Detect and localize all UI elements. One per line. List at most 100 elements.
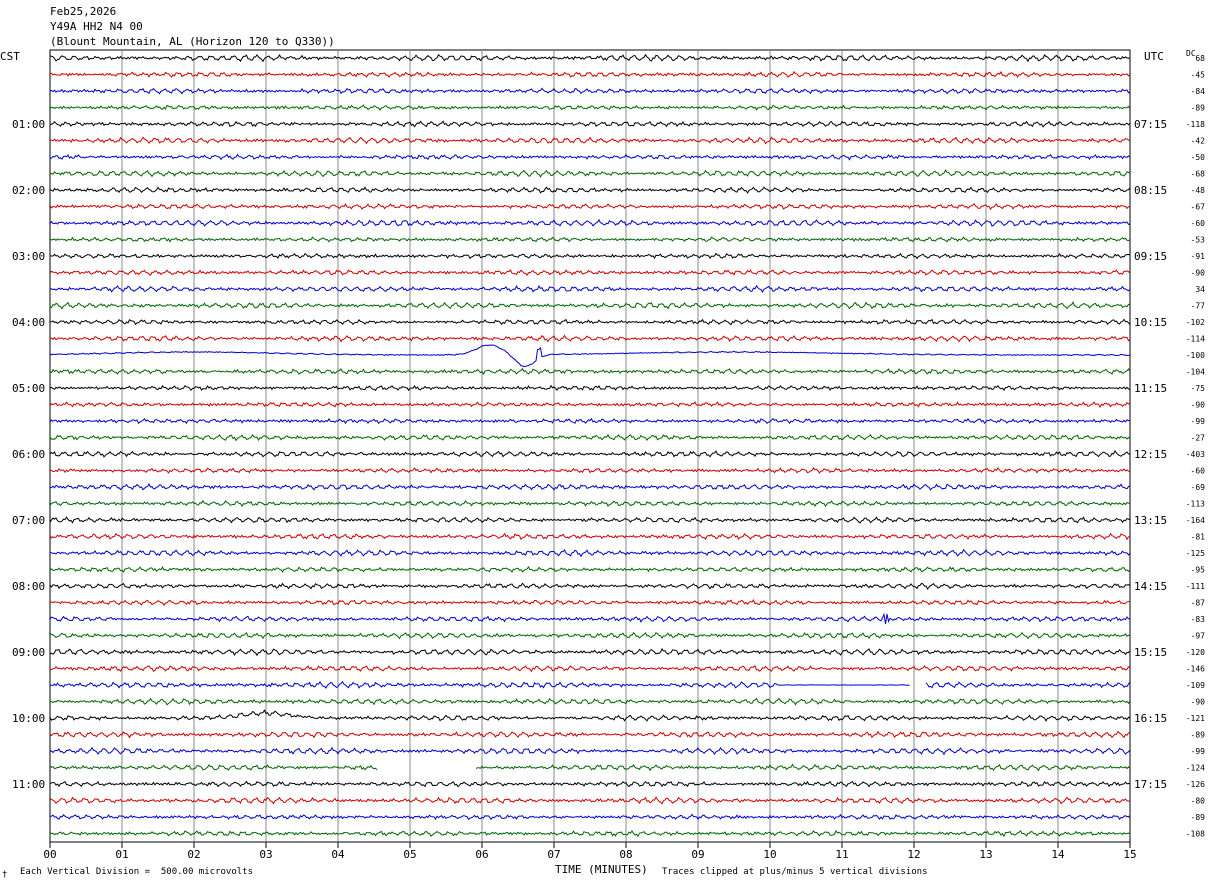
x-tick-label: 12 xyxy=(907,848,920,861)
dc-offset-label: -120 xyxy=(1186,648,1205,657)
trace-line xyxy=(49,202,1131,211)
trace-line xyxy=(49,697,1131,706)
dc-offset-label: -27 xyxy=(1191,434,1206,443)
footer-vertical-division: Each Vertical Division = 500.00 microvol… xyxy=(20,867,253,877)
header-date: Feb25,2026 xyxy=(50,5,117,18)
dc-offset-label: -126 xyxy=(1186,780,1205,789)
trace-line xyxy=(49,780,1131,788)
left-hour-label: 09:00 xyxy=(12,646,45,659)
dc-offset-label: -108 xyxy=(1186,830,1205,839)
x-tick-label: 00 xyxy=(43,848,56,861)
trace-line xyxy=(49,499,1131,508)
trace-line xyxy=(49,334,1131,343)
right-hour-label: 11:15 xyxy=(1134,382,1167,395)
trace-line xyxy=(49,104,1131,111)
right-hour-label: 17:15 xyxy=(1134,778,1167,791)
right-hour-label: 10:15 xyxy=(1134,316,1167,329)
trace-line xyxy=(49,284,1131,293)
dc-offset-label: -89 xyxy=(1191,731,1206,740)
left-hour-label: 11:00 xyxy=(12,778,45,791)
dc-offset-label: -113 xyxy=(1186,500,1205,509)
x-tick-label: 02 xyxy=(187,848,200,861)
trace-line xyxy=(49,764,378,771)
right-hour-label: 08:15 xyxy=(1134,184,1167,197)
trace-line xyxy=(49,70,1131,78)
trace-line xyxy=(49,565,1131,574)
right-hour-label: 13:15 xyxy=(1134,514,1167,527)
x-tick-label: 06 xyxy=(475,848,488,861)
dc-offset-label: -48 xyxy=(1191,186,1206,195)
dc-offset-label: -89 xyxy=(1191,104,1206,113)
trace-line xyxy=(49,665,1131,673)
trace-line xyxy=(49,401,1131,409)
trace-line xyxy=(49,87,1131,95)
trace-line xyxy=(49,466,1131,474)
x-tick-label: 08 xyxy=(619,848,632,861)
x-tick-label: 14 xyxy=(1051,848,1065,861)
trace-line xyxy=(49,301,1131,310)
trace-line xyxy=(49,53,1131,63)
trace-line xyxy=(49,169,1131,178)
trace-line xyxy=(49,483,1131,491)
dc-offset-label: -68 xyxy=(1191,170,1206,179)
x-tick-label: 11 xyxy=(835,848,848,861)
trace-layer xyxy=(49,53,1131,838)
trace-line xyxy=(49,612,1131,625)
dc-offset-label: -164 xyxy=(1186,516,1205,525)
trace-line xyxy=(49,344,1131,368)
dc-offset-label: -114 xyxy=(1186,335,1205,344)
x-tick-label: 13 xyxy=(979,848,992,861)
trace-line xyxy=(49,120,1131,128)
dc-offset-label: -125 xyxy=(1186,549,1205,558)
x-tick-label: 03 xyxy=(259,848,272,861)
plot-frame xyxy=(49,49,1131,843)
dc-offset-label: -84 xyxy=(1191,87,1206,96)
trace-line xyxy=(49,252,1131,260)
x-tick-label: 15 xyxy=(1123,848,1136,861)
dc-offset-label: -75 xyxy=(1191,384,1206,393)
trace-line xyxy=(50,136,1131,145)
dc-offset-label: -60 xyxy=(1191,467,1206,476)
trace-line xyxy=(49,218,1131,227)
x-tick-label: 07 xyxy=(547,848,560,861)
x-axis-label: TIME (MINUTES) xyxy=(555,863,648,876)
trace-line xyxy=(49,709,1131,722)
dc-offset-label: 34 xyxy=(1195,285,1205,294)
dc-offset-label: -100 xyxy=(1186,351,1205,360)
trace-line xyxy=(49,582,1131,590)
right-hour-label: 12:15 xyxy=(1134,448,1167,461)
trace-line xyxy=(49,813,1131,821)
dc-offset-label: -109 xyxy=(1186,681,1205,690)
trace-line xyxy=(49,318,1131,326)
dc-header-label: DC xyxy=(1186,49,1196,58)
left-hour-label: 10:00 xyxy=(12,712,45,725)
trace-line xyxy=(49,236,1131,243)
x-tick-label: 01 xyxy=(115,848,128,861)
dc-offset-label: -42 xyxy=(1191,137,1206,146)
dc-offset-label: -118 xyxy=(1186,120,1205,129)
dc-offset-label: -90 xyxy=(1191,698,1206,707)
dc-offset-label: -77 xyxy=(1191,302,1206,311)
dc-offset-label: -99 xyxy=(1191,417,1206,426)
x-tick-label: 05 xyxy=(403,848,416,861)
x-tick-label: 09 xyxy=(691,848,704,861)
label-layer: 00 01 02 03 04 05 06 07 08 09 10 11 12 13 14 15 68 -45 -84… xyxy=(0,49,1205,861)
trace-line xyxy=(49,516,1131,524)
dc-offset-label: -121 xyxy=(1186,714,1205,723)
x-tick-label: 04 xyxy=(331,848,345,861)
dc-offset-label: -104 xyxy=(1186,368,1205,377)
trace-line xyxy=(49,532,1131,541)
left-hour-label: 01:00 xyxy=(12,118,45,131)
trace-line xyxy=(49,153,1131,161)
dc-offset-label: -111 xyxy=(1186,582,1205,591)
dc-offset-label: 68 xyxy=(1195,54,1205,63)
right-hour-label: 07:15 xyxy=(1134,118,1167,131)
dc-offset-label: -67 xyxy=(1191,203,1206,212)
header-channel: Y49A HH2 N4 00 xyxy=(50,20,143,33)
trace-line xyxy=(49,186,1131,194)
left-hour-label: 07:00 xyxy=(12,514,45,527)
trace-line xyxy=(49,598,1131,607)
trace-line xyxy=(49,384,1131,392)
trace-line xyxy=(49,269,1131,276)
